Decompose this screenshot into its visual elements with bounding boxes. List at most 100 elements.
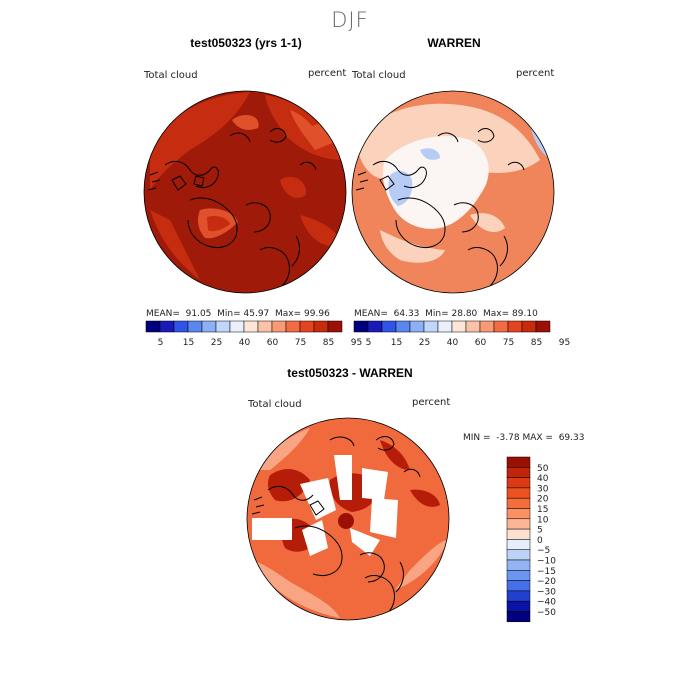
panel3-min-label: MIN = [463,433,491,443]
panel3-contour-patch [395,540,448,590]
panel3-max-value: 69.33 [558,433,585,443]
colorbar-swatch [506,570,531,581]
panel1-units-label: percent [308,68,347,79]
colorbar-swatch [173,320,189,333]
colorbar-tick-label: 30 [537,484,549,494]
panel1-contour-patch [207,215,230,232]
panel1-coastline [164,160,219,189]
colorbar-swatch [423,320,439,333]
panel1-coastline [147,171,161,191]
colorbar-swatch [201,320,217,333]
panel1-contour-patch [232,114,259,130]
panel1-max-label: Max= [275,309,302,319]
panel2-field-label: Total cloud [352,70,406,81]
colorbar-swatch [506,539,531,550]
panel3-missing-sector [302,520,328,556]
panel3-contour-patch [255,428,310,470]
colorbar-tick-label: 85 [531,338,542,348]
colorbar-swatch [409,320,425,333]
panel2-coastline [437,132,459,143]
panel1-mean-label: MEAN= [146,309,180,319]
colorbar-tick-label: 75 [295,338,306,348]
panel3-coastline [364,575,395,615]
panel3-title: test050323 - WARREN [287,366,413,380]
colorbar-swatch [506,559,531,571]
panel2-coastline [507,161,525,171]
colorbar-swatch [327,320,343,333]
panel1-map-boundary [143,90,347,294]
panel2-coastline [453,202,479,233]
panel1-contour-patch [280,176,307,198]
panel1-coastline [245,202,271,233]
panel3-contour-patch [267,468,310,502]
panel1-min-label: Min= [217,309,241,319]
colorbar-tick-label: 40 [239,338,251,348]
colorbar-tick-label: 10 [537,515,549,525]
colorbar-swatch [506,580,531,592]
colorbar-swatch [506,600,531,612]
colorbar-swatch [243,320,259,333]
colorbar-tick-label: 15 [183,338,194,348]
colorbar-tick-label: 5 [537,526,543,536]
panel2-coastline [467,247,498,287]
colorbar-swatch [506,508,531,520]
panel2-contour-patch [420,148,440,160]
panel3-coastline [309,500,325,516]
panel3-polar-map [246,417,450,621]
colorbar-tick-label: 95 [351,338,362,348]
panel1-title: test050323 (yrs 1-1) [190,36,302,50]
panel1-mean-value: 91.05 [185,309,212,319]
colorbar-swatch [506,456,531,468]
colorbar-swatch [506,528,531,540]
panel2-coastline [379,175,395,191]
panel3-missing-sector [362,468,388,500]
colorbar-tick-label: 75 [503,338,514,348]
panel1-field-label: Total cloud [144,70,198,81]
panel3-pole-patch [338,513,354,529]
colorbar-tick-label: −20 [537,577,556,587]
colorbar-swatch [479,320,495,333]
colorbar-swatch [381,320,397,333]
colorbar-swatch [506,487,531,499]
colorbar-tick-label: −5 [537,546,550,556]
panel2-min-label: Min= [425,309,449,319]
panel1-contour-patch [300,215,342,247]
colorbar-swatch [451,320,467,333]
colorbar-tick-label: −15 [537,567,556,577]
season-title: DJF [331,8,369,32]
panel2-coastline [477,128,495,143]
panel1-polar-map [143,90,347,294]
panel1-colorbar: 5 15 25 40 60 75 85 95 [145,320,362,348]
colorbar-swatch [506,549,531,561]
panel3-min-value: -3.78 [496,433,520,443]
panel3-units-label: percent [412,397,451,408]
panel2-max-value: 89.10 [512,309,538,319]
colorbar-tick-label: 5 [366,338,372,348]
colorbar-tick-label: 85 [323,338,334,348]
colorbar-swatch [367,320,383,333]
panel3-map-boundary [246,417,450,621]
panel3-coastline [403,468,421,478]
colorbar-swatch [285,320,301,333]
panel2-units-label: percent [516,68,555,79]
panel3-missing-sector [370,498,398,538]
panel1-coastline [291,235,300,267]
colorbar-swatch [229,320,245,333]
colorbar-swatch [506,518,531,530]
colorbar-swatch [506,477,531,489]
colorbar-tick-label: 40 [537,474,549,484]
panel3-coastline [359,552,385,583]
colorbar-swatch [506,611,531,623]
colorbar-tick-label: 20 [537,495,549,505]
panel1-coastline [171,175,187,191]
panel2-mean-label: MEAN= [354,309,388,319]
panel3-missing-sector [334,455,352,500]
colorbar-swatch [535,320,551,333]
panel1-coastline [229,132,251,143]
colorbar-tick-label: −40 [537,598,556,608]
panel1-contour-patch [305,95,320,110]
panel3-missing-sector [252,518,292,540]
colorbar-swatch [465,320,481,333]
colorbar-swatch [437,320,453,333]
